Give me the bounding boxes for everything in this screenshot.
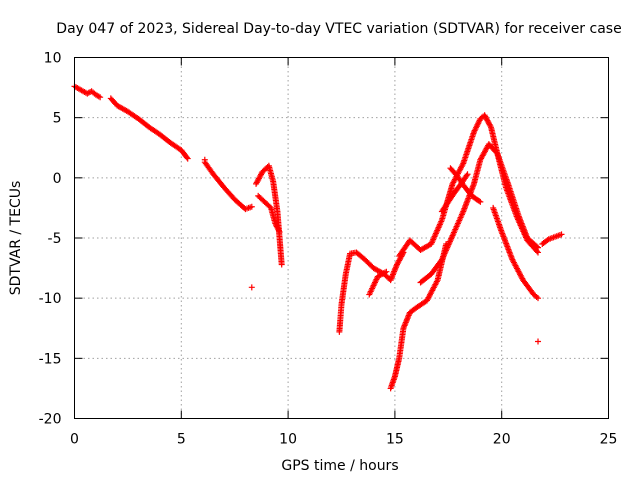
- chart-title: Day 047 of 2023, Sidereal Day-to-day VTE…: [56, 21, 621, 37]
- data-point: [97, 94, 104, 101]
- series-track-1: [71, 83, 104, 101]
- y-tick-label: 10: [44, 51, 62, 67]
- series-track-10: [417, 141, 542, 286]
- x-tick-label: 20: [493, 432, 511, 448]
- x-tick-label: 10: [279, 432, 297, 448]
- series-track-4: [253, 162, 285, 268]
- y-tick-label: -5: [48, 231, 62, 247]
- series-track-13: [490, 204, 542, 302]
- data-point: [464, 171, 471, 178]
- data-point: [184, 155, 191, 162]
- series-track-14: [539, 231, 565, 248]
- series-track-7: [366, 268, 390, 298]
- x-tick-label: 15: [386, 432, 404, 448]
- data-point: [183, 154, 190, 161]
- series-track-12: [438, 171, 471, 215]
- data-point: [535, 244, 542, 251]
- data-point: [487, 122, 494, 129]
- series-outliers: [201, 156, 542, 345]
- data-point: [276, 228, 283, 235]
- series-track-2: [107, 95, 191, 162]
- x-tick-label: 5: [177, 432, 186, 448]
- data-point: [533, 243, 540, 250]
- y-tick-label: -20: [39, 412, 62, 428]
- axis-ticks: [74, 57, 609, 419]
- y-tick-labels: -20 -15 -10 -5 0 5 10: [39, 51, 62, 428]
- x-tick-labels: 0 5 10 15 20 25: [70, 432, 617, 448]
- data-point: [248, 284, 255, 291]
- y-tick-label: 5: [53, 111, 62, 127]
- data-point: [383, 268, 390, 275]
- data-point: [463, 172, 470, 179]
- x-tick-label: 25: [600, 432, 618, 448]
- x-tick-label: 0: [70, 432, 79, 448]
- series-track-5: [255, 192, 283, 235]
- data-point: [248, 203, 255, 210]
- series-track-9: [396, 112, 542, 260]
- data-point: [476, 198, 483, 205]
- y-tick-label: -15: [39, 351, 62, 367]
- series-track-3: [201, 159, 255, 213]
- y-axis-label: SDTVAR / TECUs: [8, 181, 24, 296]
- data-point: [278, 261, 285, 268]
- data-points: [71, 83, 565, 392]
- data-point: [558, 231, 565, 238]
- x-axis-label: GPS time / hours: [281, 458, 398, 474]
- series-track-6: [336, 249, 407, 335]
- data-point: [535, 338, 542, 345]
- y-tick-label: 0: [53, 171, 62, 187]
- data-point: [535, 295, 542, 302]
- data-point: [477, 198, 484, 205]
- data-point: [201, 156, 208, 163]
- y-tick-label: -10: [39, 291, 62, 307]
